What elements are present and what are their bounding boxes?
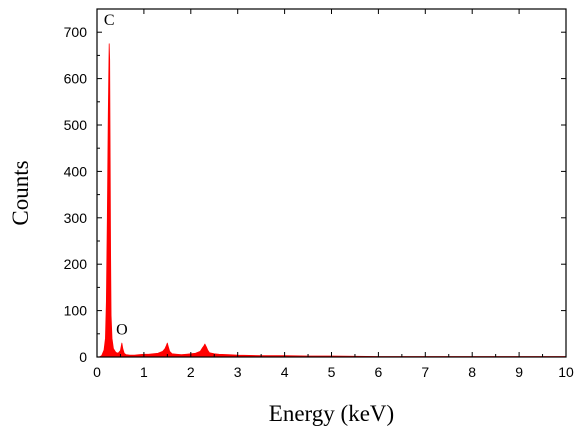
y-tick-label: 200 xyxy=(64,256,88,272)
y-tick-label: 300 xyxy=(64,210,88,226)
x-tick-label: 0 xyxy=(93,364,101,380)
x-tick-label: 10 xyxy=(558,364,574,380)
y-tick-label: 500 xyxy=(64,117,88,133)
x-tick-label: 9 xyxy=(515,364,523,380)
y-tick-label: 700 xyxy=(64,24,88,40)
peak-label-o: O xyxy=(116,322,128,339)
y-tick-label: 600 xyxy=(64,71,88,87)
x-axis-title: Energy (keV) xyxy=(269,401,394,426)
x-tick-label: 1 xyxy=(140,364,148,380)
x-tick-label: 2 xyxy=(187,364,195,380)
x-tick-label: 7 xyxy=(421,364,429,380)
x-tick-label: 8 xyxy=(468,364,476,380)
annotations-layer: CO xyxy=(104,12,128,338)
ticks-layer xyxy=(96,9,567,358)
plot-area xyxy=(97,9,566,357)
y-axis-title: Counts xyxy=(8,160,33,225)
x-tick-label: 5 xyxy=(328,364,336,380)
x-tick-label: 3 xyxy=(234,364,242,380)
y-tick-label: 400 xyxy=(64,163,88,179)
x-tick-label: 6 xyxy=(375,364,383,380)
spectrum-layer xyxy=(96,43,567,358)
x-tick-label: 4 xyxy=(281,364,289,380)
spectrum-series-0 xyxy=(96,43,567,358)
y-tick-label: 100 xyxy=(64,303,88,319)
y-tick-label: 0 xyxy=(79,349,87,365)
peak-label-c: C xyxy=(104,12,115,29)
